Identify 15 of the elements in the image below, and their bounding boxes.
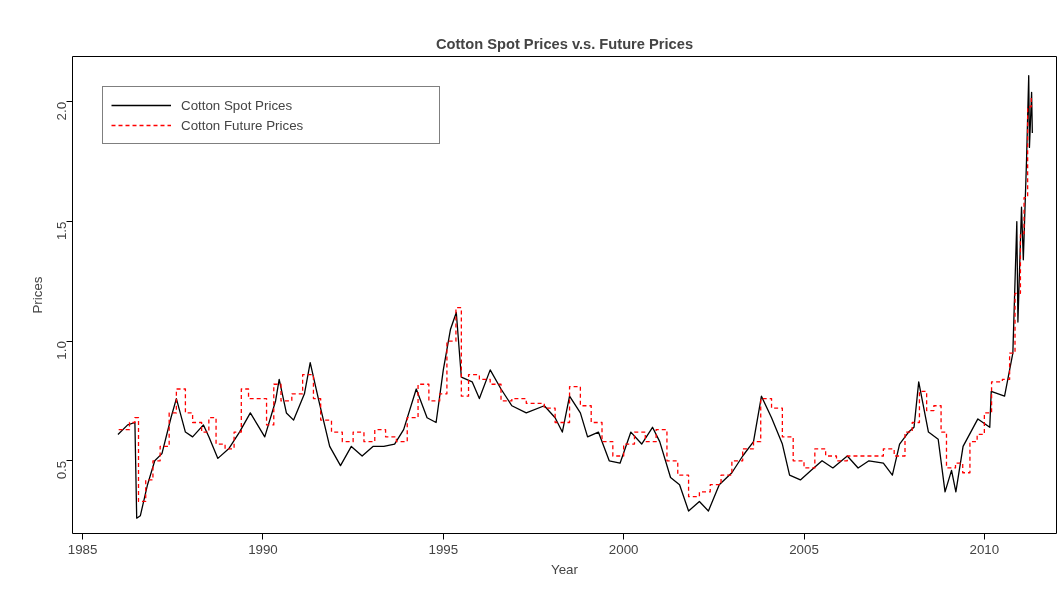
- legend-label: Cotton Spot Prices: [181, 97, 294, 113]
- y-tick-label: 1.5: [54, 221, 69, 241]
- y-tick-label: 0.5: [54, 460, 69, 480]
- y-tick-label: 2.0: [54, 101, 69, 121]
- y-tick-label: 1.0: [54, 341, 69, 360]
- x-tick-label: 1985: [67, 541, 98, 557]
- y-axis-title: Prices: [29, 276, 45, 314]
- x-tick-label: 2010: [969, 541, 1000, 557]
- chart-title: Cotton Spot Prices v.s. Future Prices: [435, 35, 694, 52]
- x-axis-title: Year: [551, 561, 579, 577]
- x-tick-label: 1990: [248, 541, 278, 557]
- x-tick-label: 2005: [789, 541, 819, 557]
- x-tick-label: 2000: [608, 541, 639, 557]
- x-tick-label: 1995: [428, 541, 459, 557]
- legend-label: Cotton Future Prices: [181, 117, 305, 133]
